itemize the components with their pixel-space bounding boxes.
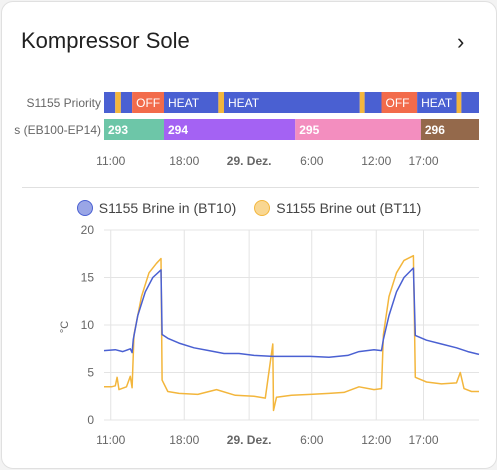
timeline-segment-label: OFF (386, 96, 410, 110)
timeline-segment[interactable] (364, 92, 382, 113)
timeline-segment-label: HEAT (228, 96, 260, 110)
timeline-segment[interactable] (381, 92, 418, 113)
timeline-segment[interactable] (164, 119, 296, 140)
timeline-segment-label: 293 (108, 123, 128, 137)
timeline-segment-label: 296 (425, 123, 445, 137)
y-tick-label: 20 (81, 223, 95, 237)
x-tick-label: 17:00 (408, 433, 438, 447)
series-line-brine-in[interactable] (103, 267, 480, 359)
legend: S1155 Brine in (BT10) S1155 Brine out (B… (2, 200, 496, 216)
timeline-segment[interactable] (359, 92, 365, 113)
timeline-segment[interactable] (456, 92, 462, 113)
timeline-segment-label: HEAT (421, 96, 453, 110)
timeline-segment[interactable] (224, 92, 360, 113)
y-tick-label: 10 (81, 318, 95, 332)
y-tick-label: 15 (81, 271, 95, 285)
x-tick-label: 11:00 (96, 433, 125, 447)
timeline-row-label: s (EB100-EP14) (14, 123, 101, 137)
timeline-segment[interactable] (104, 119, 164, 140)
legend-swatch-brine-in (76, 200, 93, 216)
x-tick-label: 18:00 (169, 433, 199, 447)
y-tick-label: 0 (87, 413, 94, 427)
timeline-tick-label: 18:00 (169, 154, 199, 168)
chevron-right-icon[interactable]: › (457, 29, 465, 54)
y-axis-label: °C (59, 321, 71, 333)
timeline-segment[interactable] (295, 119, 421, 140)
timeline-segment[interactable] (104, 92, 116, 113)
timeline-tick-label: 6:00 (300, 154, 324, 168)
timeline-chart[interactable]: S1155 Priority OFF HEAT HEAT OFF HEAT s (EB100… (2, 2, 496, 177)
x-tick-label: 29. Dez. (227, 433, 272, 447)
timeline-tick-label: 11:00 (96, 154, 125, 168)
timeline-segment-label: 295 (299, 123, 319, 137)
legend-label-brine-in: S1155 Brine in (BT10) (98, 200, 237, 216)
legend-item-brine-in[interactable]: S1155 Brine in (BT10) (76, 200, 237, 216)
timeline-row-label: S1155 Priority (27, 96, 101, 110)
timeline-segment[interactable] (218, 92, 224, 113)
card-title: Kompressor Sole (21, 28, 190, 53)
legend-swatch-brine-out (254, 200, 271, 216)
timeline-segment[interactable] (115, 92, 121, 113)
timeline-segment[interactable] (132, 92, 164, 113)
timeline-segment[interactable] (120, 92, 133, 113)
series-line-brine-out[interactable] (104, 254, 479, 412)
y-tick-label: 5 (87, 366, 94, 380)
x-tick-label: 12:00 (361, 433, 391, 447)
legend-item-brine-out[interactable]: S1155 Brine out (BT11) (254, 200, 421, 216)
timeline-segment[interactable] (164, 92, 219, 113)
timeline-segment-label: HEAT (168, 96, 200, 110)
timeline-segment-label: 294 (168, 123, 188, 137)
legend-label-brine-out: S1155 Brine out (BT11) (276, 200, 422, 216)
timeline-segment[interactable] (417, 92, 457, 113)
timeline-segment-label: OFF (136, 96, 160, 110)
divider (22, 187, 479, 188)
timeline-tick-label: 29. Dez. (227, 154, 272, 168)
timeline-tick-label: 12:00 (361, 154, 391, 168)
timeline-segment[interactable] (420, 119, 479, 140)
x-tick-label: 6:00 (300, 433, 324, 447)
timeline-segment[interactable] (461, 92, 479, 113)
timeline-tick-label: 17:00 (408, 154, 438, 168)
